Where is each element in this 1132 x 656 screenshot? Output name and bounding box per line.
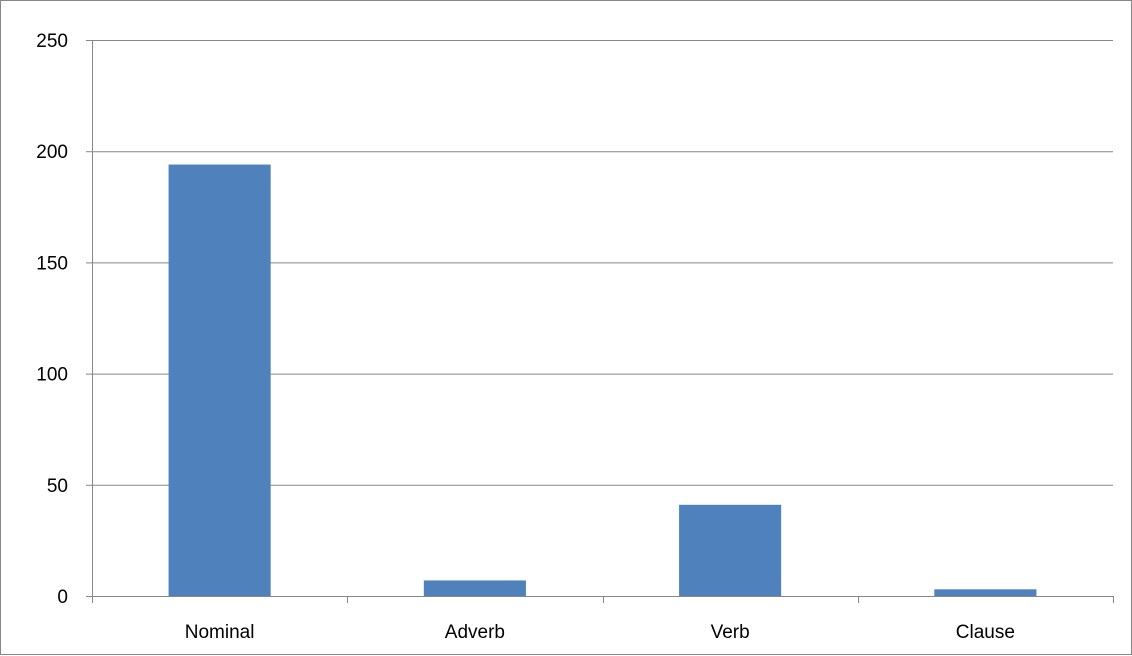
bar-nominal	[168, 164, 271, 596]
x-tick-label-nominal: Nominal	[185, 622, 255, 643]
x-tick-label-adverb: Adverb	[445, 622, 505, 643]
y-tick-label: 0	[57, 587, 68, 608]
y-tick-label: 150	[36, 253, 68, 274]
y-tick-label: 200	[36, 142, 68, 163]
bar-verb	[679, 504, 782, 596]
y-tick-label: 50	[47, 476, 68, 497]
tick-labels: 0 50 100 150 200 250 Nominal Adverb Verb Clause	[36, 31, 1015, 643]
y-tick-label: 250	[36, 31, 68, 52]
bar-clause	[934, 589, 1037, 596]
x-tick-label-clause: Clause	[956, 622, 1015, 643]
bars	[168, 164, 1037, 596]
axes	[86, 40, 1114, 603]
bar-adverb	[423, 580, 526, 596]
x-tick-label-verb: Verb	[711, 622, 750, 643]
y-tick-label: 100	[36, 365, 68, 386]
